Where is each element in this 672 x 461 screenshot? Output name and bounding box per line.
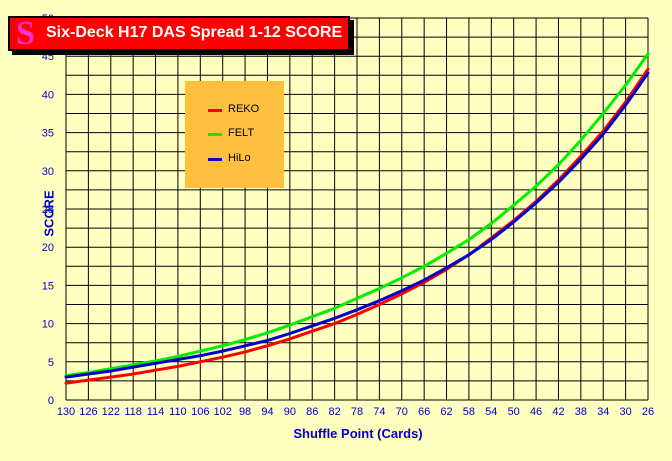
y-tick-label: 40 — [42, 89, 54, 101]
x-tick-label: 78 — [351, 406, 363, 418]
legend-label-felt: FELT — [228, 127, 255, 139]
series-line-felt — [64, 52, 650, 378]
x-tick-label: 94 — [261, 406, 273, 418]
x-tick-label: 46 — [530, 406, 542, 418]
x-tick-label: 26 — [642, 406, 654, 418]
x-tick-label: 118 — [124, 406, 142, 418]
y-tick-label: 25 — [42, 204, 54, 216]
y-tick-label: 5 — [48, 357, 54, 369]
x-tick-label: 34 — [597, 406, 609, 418]
y-axis-title: SCORE — [41, 190, 57, 237]
x-tick-label: 62 — [440, 406, 452, 418]
x-tick-label: 130 — [57, 406, 75, 418]
y-tick-label: 45 — [42, 51, 54, 63]
x-tick-label: 110 — [169, 406, 187, 418]
legend-swatch-hilo — [208, 158, 222, 161]
legend-label-reko: REKO — [228, 103, 260, 115]
chart-title: Six-Deck H17 DAS Spread 1-12 SCORE — [46, 24, 343, 41]
x-tick-label: 70 — [396, 406, 408, 418]
x-tick-label: 54 — [485, 406, 497, 418]
series-line-hilo — [64, 71, 650, 379]
x-tick-label: 58 — [463, 406, 475, 418]
x-tick-label: 74 — [373, 406, 385, 418]
y-tick-label: 30 — [42, 166, 54, 178]
x-tick-label: 126 — [79, 406, 97, 418]
y-tick-label: 35 — [42, 128, 54, 140]
logo-icon: S — [16, 15, 35, 52]
y-tick-label: 10 — [42, 319, 54, 331]
x-tick-label: 122 — [102, 406, 120, 418]
x-tick-label: 102 — [214, 406, 232, 418]
x-tick-label: 98 — [239, 406, 251, 418]
legend-item-reko: REKO — [185, 102, 284, 118]
legend-swatch-reko — [208, 109, 222, 112]
x-tick-label: 114 — [147, 406, 165, 418]
legend-item-hilo: HiLo — [185, 151, 284, 167]
x-axis-title: Shuffle Point (Cards) — [293, 426, 423, 441]
y-tick-label: 15 — [42, 280, 54, 292]
x-tick-label: 42 — [552, 406, 564, 418]
x-tick-label: 50 — [508, 406, 520, 418]
y-tick-label: 0 — [48, 395, 54, 407]
x-tick-label: 106 — [191, 406, 209, 418]
chart-title-box: S Six-Deck H17 DAS Spread 1-12 SCORE — [8, 16, 350, 51]
legend-swatch-felt — [208, 133, 222, 136]
legend-item-felt: FELT — [185, 126, 284, 142]
x-tick-label: 30 — [619, 406, 631, 418]
legend: REKO FELT HiLo — [185, 81, 284, 188]
x-tick-label: 82 — [328, 406, 340, 418]
x-tick-label: 86 — [306, 406, 318, 418]
y-tick-label: 20 — [42, 242, 54, 254]
legend-label-hilo: HiLo — [228, 152, 251, 164]
x-tick-label: 90 — [284, 406, 296, 418]
x-tick-label: 38 — [575, 406, 587, 418]
x-tick-label: 66 — [418, 406, 430, 418]
